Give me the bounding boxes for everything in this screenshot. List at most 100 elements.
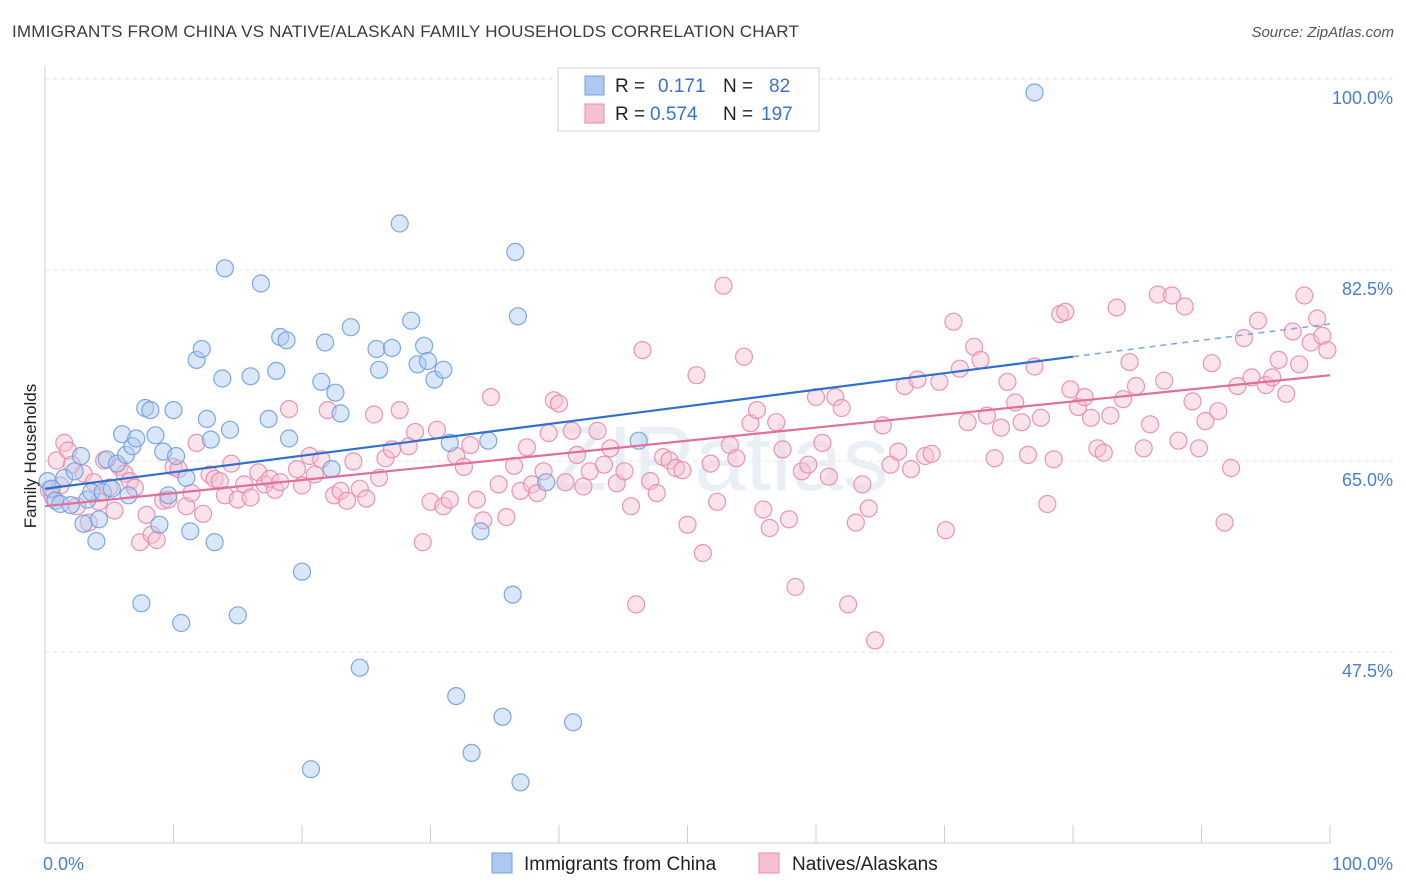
natives-point xyxy=(1175,297,1194,316)
natives-point xyxy=(517,438,537,457)
natives-point xyxy=(1277,384,1296,403)
natives-point xyxy=(1209,402,1228,421)
natives-point xyxy=(958,413,977,432)
china-point xyxy=(493,707,512,726)
y-tick-label: 82.5% xyxy=(1342,279,1393,299)
natives-point xyxy=(159,490,178,509)
legend-r-value-natives: 0.574 xyxy=(650,104,698,125)
china-point xyxy=(74,514,93,533)
natives-point xyxy=(1295,286,1314,305)
natives-point xyxy=(859,499,878,518)
china-point xyxy=(511,773,530,792)
china-point xyxy=(462,743,481,763)
china-point xyxy=(322,460,341,479)
legend-n-label-natives: N = xyxy=(723,104,753,125)
natives-point xyxy=(1248,311,1268,330)
china-point xyxy=(87,531,106,551)
natives-point xyxy=(707,492,727,511)
china-point xyxy=(350,658,369,677)
china-point xyxy=(390,214,409,233)
natives-point xyxy=(701,454,720,473)
natives-point xyxy=(936,521,955,540)
natives-point xyxy=(1126,377,1146,396)
china-point xyxy=(172,613,191,633)
natives-point xyxy=(182,484,201,503)
legend-r-value-china: 0.171 xyxy=(658,76,706,97)
china-point xyxy=(112,425,132,444)
natives-point xyxy=(556,473,575,492)
bottom-legend: Immigrants from China Natives/Alaskans xyxy=(491,852,938,875)
natives-point xyxy=(964,337,984,356)
natives-point xyxy=(865,631,885,650)
natives-point xyxy=(567,445,587,464)
natives-point xyxy=(626,595,646,614)
natives-point xyxy=(1113,390,1133,409)
china-point xyxy=(479,431,498,450)
natives-point xyxy=(687,366,706,385)
natives-point xyxy=(838,595,858,614)
natives-point xyxy=(1068,397,1088,416)
natives-point xyxy=(1162,286,1182,305)
natives-point xyxy=(754,500,773,519)
bottom-legend-label-natives: Natives/Alaskans xyxy=(792,854,938,875)
trend-line-natives xyxy=(44,374,1331,508)
natives-point xyxy=(930,372,949,391)
natives-point xyxy=(534,462,553,481)
natives-point xyxy=(280,400,299,419)
natives-point xyxy=(1140,415,1160,434)
natives-point xyxy=(137,505,156,525)
natives-point xyxy=(539,424,558,443)
natives-point xyxy=(406,422,425,442)
natives-point xyxy=(1012,413,1031,432)
natives-point xyxy=(574,477,593,496)
china-point xyxy=(167,446,186,466)
natives-point xyxy=(210,472,229,491)
natives-point xyxy=(1183,392,1202,411)
china-point xyxy=(503,585,522,604)
y-tick-label: 65.0% xyxy=(1342,470,1393,490)
china-point xyxy=(71,446,91,466)
natives-point xyxy=(434,497,453,516)
legend-swatch-china xyxy=(584,75,605,96)
natives-point xyxy=(908,370,927,389)
natives-point xyxy=(660,451,679,470)
natives-point xyxy=(1155,371,1174,390)
natives-point xyxy=(454,457,473,476)
natives-point xyxy=(773,440,792,459)
natives-point xyxy=(792,462,812,481)
china-point xyxy=(127,429,146,448)
natives-point xyxy=(734,347,754,366)
natives-point xyxy=(799,455,818,474)
natives-point xyxy=(1269,350,1288,369)
x-tick-label: 100.0% xyxy=(1332,854,1393,874)
natives-point xyxy=(481,388,500,407)
x-tick-labels: 0.0% 100.0% xyxy=(43,854,1393,874)
legend-r-label-natives: R = xyxy=(615,104,645,125)
natives-point xyxy=(944,312,963,331)
legend-swatch-natives xyxy=(584,103,605,124)
natives-point xyxy=(413,533,432,552)
natives-point xyxy=(440,490,459,509)
natives-point xyxy=(647,484,666,503)
natives-point xyxy=(901,460,921,479)
natives-point xyxy=(1107,298,1126,317)
natives-point xyxy=(1215,513,1234,532)
china-point xyxy=(402,311,421,330)
china-point xyxy=(331,404,350,423)
natives-point xyxy=(594,455,614,474)
natives-point xyxy=(467,490,486,509)
china-point xyxy=(228,606,247,625)
china-point xyxy=(187,350,206,369)
natives-point xyxy=(950,359,970,378)
natives-point xyxy=(1308,309,1327,328)
y-tick-labels: 47.5% 65.0% 82.5% 100.0% xyxy=(1332,88,1393,681)
natives-point xyxy=(779,510,799,529)
natives-point xyxy=(889,442,908,461)
china-point xyxy=(251,274,270,293)
china-point xyxy=(447,686,466,706)
china-point xyxy=(292,562,312,581)
china-point xyxy=(181,522,200,541)
china-point xyxy=(102,479,121,498)
natives-point xyxy=(1018,445,1038,464)
